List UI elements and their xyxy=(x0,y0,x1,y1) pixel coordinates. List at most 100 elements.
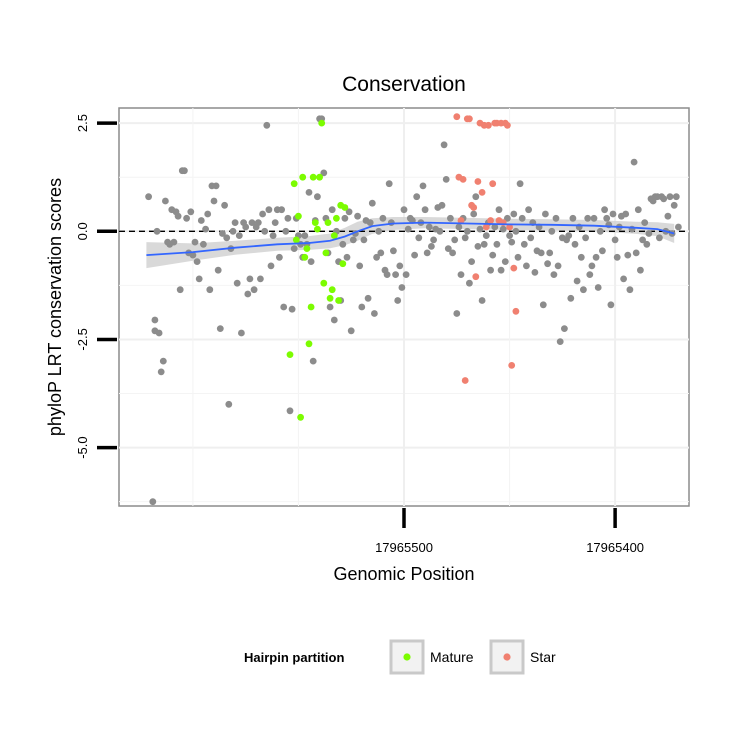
point-other xyxy=(341,214,349,222)
point-other xyxy=(259,210,266,218)
legend-marker-star xyxy=(503,653,511,661)
point-star xyxy=(461,377,469,384)
point-other xyxy=(305,189,313,196)
point-other xyxy=(565,232,573,240)
x-tick-label: 17965400 xyxy=(586,540,644,555)
point-other xyxy=(223,234,231,242)
point-other xyxy=(149,498,157,506)
point-other xyxy=(478,297,486,304)
point-other xyxy=(567,294,575,302)
point-other xyxy=(675,223,682,231)
point-other xyxy=(470,210,478,218)
point-other xyxy=(601,206,608,214)
point-other xyxy=(364,294,372,302)
point-mature xyxy=(318,119,326,127)
point-other xyxy=(153,227,161,235)
point-other xyxy=(596,227,604,235)
point-other xyxy=(487,266,494,274)
point-other xyxy=(518,214,526,222)
point-other xyxy=(438,201,446,209)
point-other xyxy=(525,206,532,214)
point-other xyxy=(197,217,205,224)
point-other xyxy=(282,227,290,235)
point-mature xyxy=(292,236,300,244)
point-mature xyxy=(330,232,338,240)
point-other xyxy=(550,271,558,278)
point-other xyxy=(371,310,378,317)
point-other xyxy=(556,338,564,345)
point-other xyxy=(603,214,611,222)
point-star xyxy=(482,223,490,231)
point-other xyxy=(145,193,153,201)
point-mature xyxy=(303,245,311,253)
point-other xyxy=(482,232,490,240)
point-other xyxy=(474,243,482,250)
point-other xyxy=(590,214,598,222)
point-other xyxy=(358,303,366,311)
point-other xyxy=(461,234,469,242)
point-other xyxy=(626,286,634,294)
point-other xyxy=(212,182,220,190)
point-other xyxy=(246,275,254,283)
points-layer xyxy=(145,113,682,506)
point-other xyxy=(320,169,328,177)
point-other xyxy=(442,176,450,183)
point-other xyxy=(577,253,585,261)
point-other xyxy=(254,219,262,227)
point-other xyxy=(447,214,454,222)
point-other xyxy=(183,214,191,222)
legend-marker-mature xyxy=(403,653,411,661)
point-other xyxy=(155,329,163,337)
confidence-band xyxy=(146,217,675,269)
point-other xyxy=(366,219,374,227)
point-other xyxy=(537,249,545,257)
point-other xyxy=(489,251,497,259)
point-other xyxy=(594,284,602,291)
point-other xyxy=(219,230,226,237)
point-other xyxy=(582,234,589,242)
legend-item-star: Star xyxy=(489,639,556,675)
point-other xyxy=(200,240,207,248)
point-other xyxy=(664,212,672,220)
point-other xyxy=(641,219,649,227)
point-other xyxy=(326,303,334,311)
point-mature xyxy=(316,173,323,181)
point-mature xyxy=(307,303,315,311)
point-mature xyxy=(326,294,334,302)
point-other xyxy=(176,286,184,294)
point-other xyxy=(404,225,412,233)
point-other xyxy=(425,223,433,231)
y-tick-label: -2.5 xyxy=(75,328,90,350)
point-mature xyxy=(290,180,298,188)
point-other xyxy=(271,219,279,227)
point-other xyxy=(288,305,296,313)
point-other xyxy=(189,251,197,259)
point-other xyxy=(157,368,165,376)
point-other xyxy=(278,206,285,214)
point-other xyxy=(400,206,408,214)
legend-title: Hairpin partition xyxy=(244,650,344,665)
point-other xyxy=(670,201,678,209)
point-other xyxy=(428,243,435,250)
point-other xyxy=(229,227,237,235)
point-other xyxy=(630,158,638,166)
point-star xyxy=(459,176,467,183)
legend-label-mature: Mature xyxy=(430,649,474,665)
point-other xyxy=(539,301,547,309)
plot-panel xyxy=(118,107,690,507)
point-star xyxy=(487,217,494,224)
point-other xyxy=(586,271,594,278)
point-mature xyxy=(341,204,349,211)
point-mature xyxy=(314,225,321,233)
point-other xyxy=(504,214,511,222)
point-other xyxy=(660,195,668,203)
point-other xyxy=(233,279,241,287)
point-other xyxy=(396,262,404,270)
point-other xyxy=(620,275,627,283)
legend-key-mature xyxy=(389,639,425,675)
legend-label-star: Star xyxy=(530,649,556,665)
point-other xyxy=(624,251,632,259)
trend-curve xyxy=(146,221,675,256)
point-other xyxy=(235,232,243,240)
